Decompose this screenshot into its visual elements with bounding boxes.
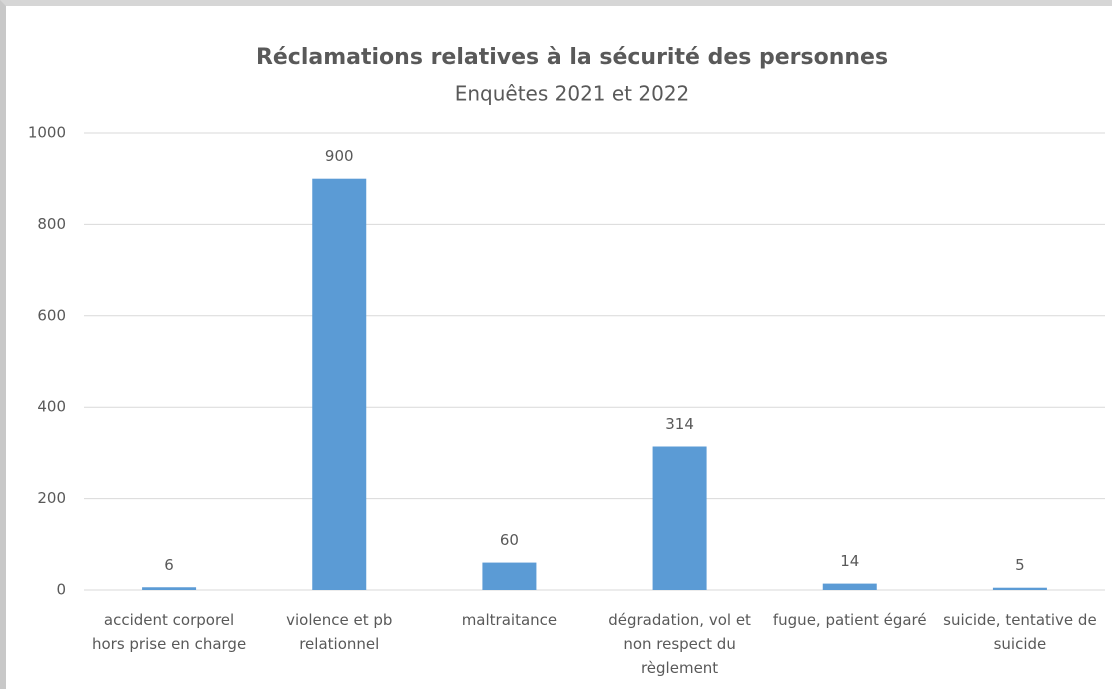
x-tick-label: fugue, patient égaré xyxy=(772,611,927,629)
value-label: 60 xyxy=(500,531,519,549)
bar xyxy=(482,562,537,590)
y-tick-label: 600 xyxy=(37,306,66,324)
y-tick-label: 400 xyxy=(37,398,66,416)
chart-subtitle: Enquêtes 2021 et 2022 xyxy=(455,82,690,106)
y-tick-label: 1000 xyxy=(28,124,66,142)
bar xyxy=(822,583,877,590)
x-tick-label: maltraitance xyxy=(461,611,558,629)
value-label: 900 xyxy=(325,147,354,165)
value-label: 5 xyxy=(1015,556,1025,574)
x-tick-label: accident corporel hors prise en charge xyxy=(91,611,247,653)
value-label: 14 xyxy=(840,552,859,570)
x-tick-label: dégradation, vol et non respect du règle… xyxy=(608,611,751,677)
chart-title: Réclamations relatives à la sécurité des… xyxy=(256,45,888,70)
y-tick-label: 0 xyxy=(56,581,66,599)
bar xyxy=(142,587,197,590)
bar xyxy=(652,446,707,590)
value-label: 6 xyxy=(164,556,174,574)
x-tick-label: violence et pb relationnel xyxy=(286,611,393,653)
bar xyxy=(992,587,1047,590)
bar xyxy=(312,178,367,590)
x-tick-label: suicide, tentative de suicide xyxy=(943,611,1097,653)
y-tick-label: 200 xyxy=(37,489,66,507)
y-tick-label: 800 xyxy=(37,215,66,233)
value-label: 314 xyxy=(665,415,694,433)
